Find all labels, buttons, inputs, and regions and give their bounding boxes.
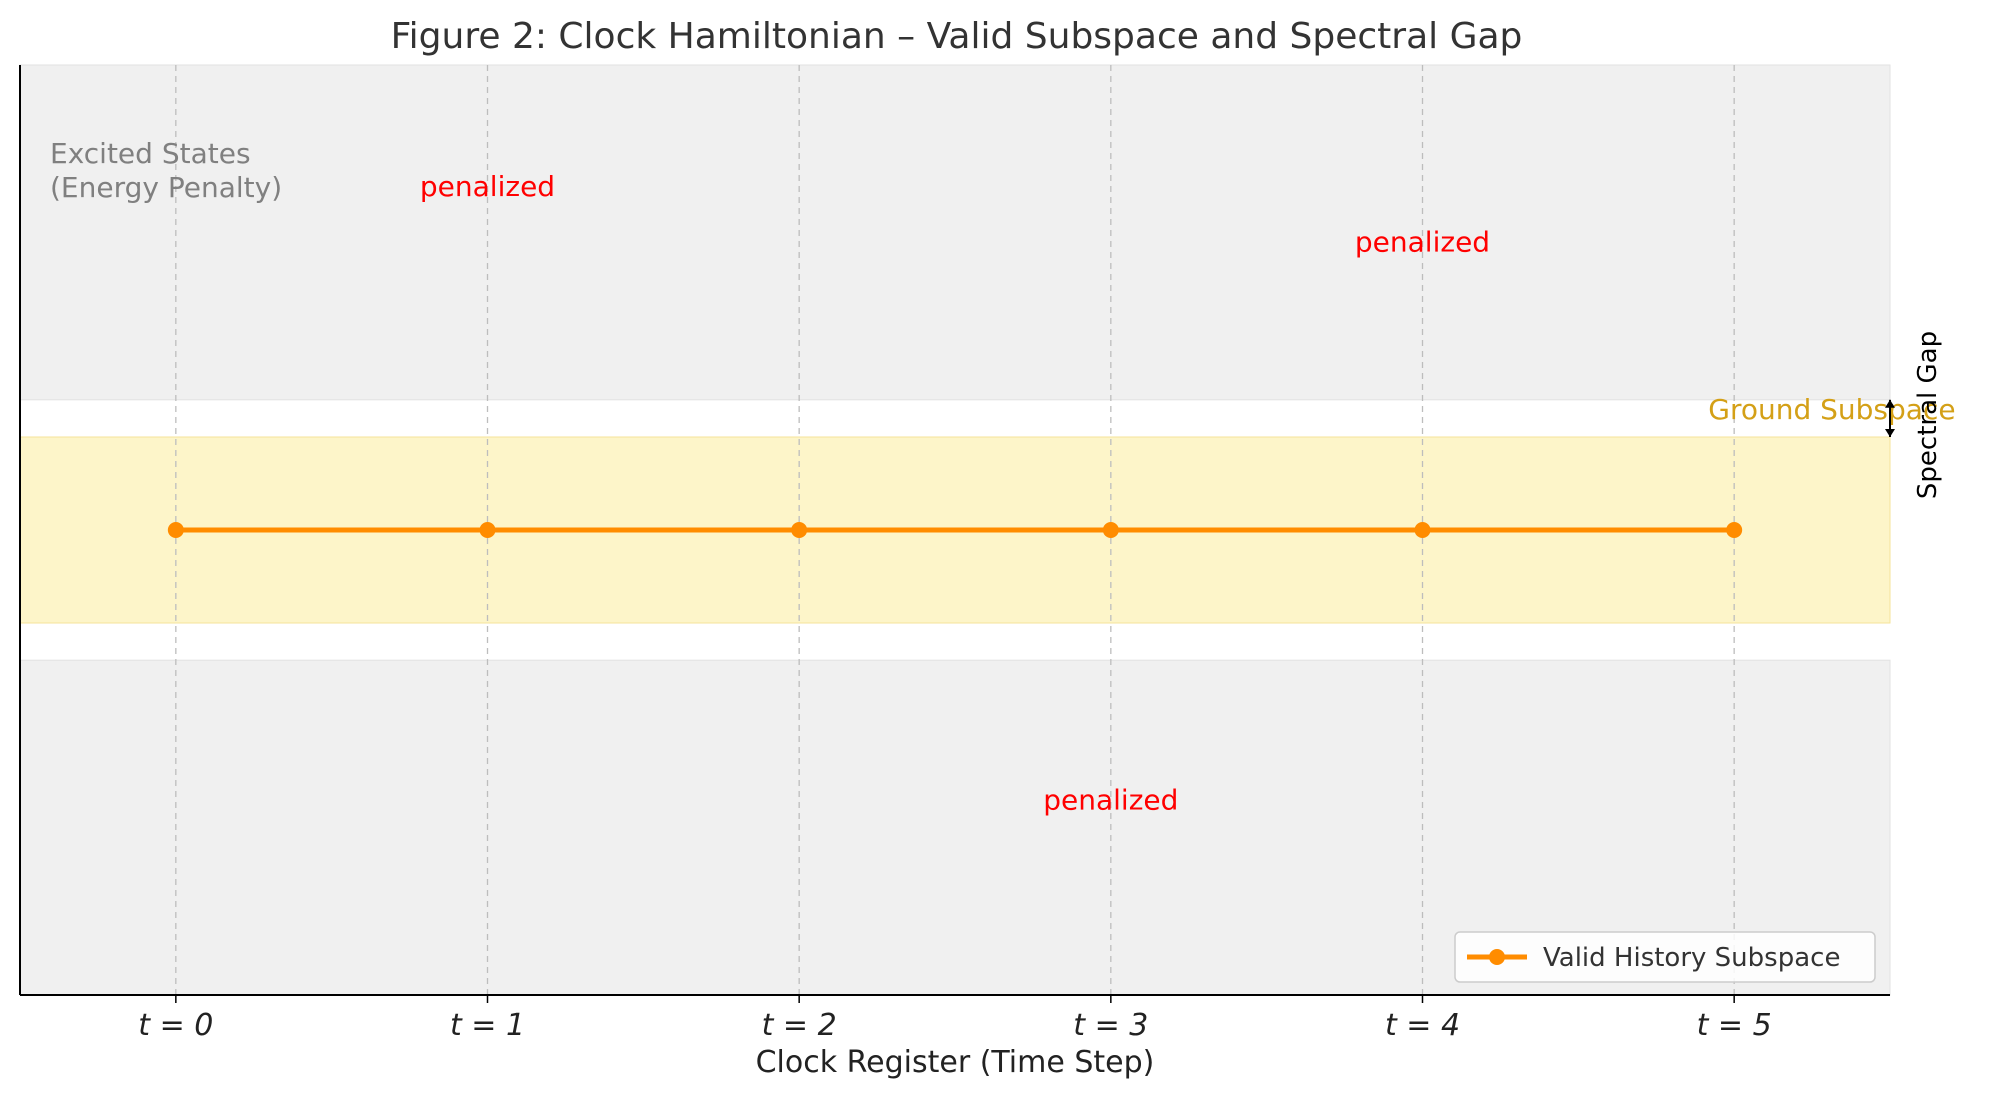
data-point-2	[791, 522, 808, 538]
spectral-gap-arrowhead-down	[1885, 429, 1895, 437]
data-point-0	[167, 522, 184, 538]
energy-penalty-label: (Energy Penalty)	[50, 171, 282, 204]
data-point-1	[479, 522, 496, 538]
penalized-label-1: penalized	[420, 170, 555, 203]
spectral-gap-arrowhead-up	[1885, 399, 1895, 408]
x-tick-label-3: t = 3	[1073, 1008, 1148, 1043]
x-tick-label-1: t = 1	[450, 1008, 525, 1043]
penalized-label-3: penalized	[1043, 784, 1178, 817]
penalized-label-2: penalized	[1355, 226, 1490, 259]
legend-box	[1454, 931, 1876, 983]
legend-label: Valid History Subspace	[1543, 943, 1840, 973]
band-excited-upper	[19, 64, 1891, 401]
x-tick-label-0: t = 0	[138, 1008, 213, 1043]
legend-marker-swatch	[1489, 949, 1505, 965]
chart-title: Figure 2: Clock Hamiltonian – Valid Subs…	[391, 16, 1523, 57]
data-point-5	[1726, 522, 1743, 538]
x-axis-title: Clock Register (Time Step)	[756, 1045, 1155, 1080]
excited-states-label: Excited States	[50, 137, 251, 170]
spectral-gap-label: Spectral Gap	[1913, 331, 1943, 499]
data-point-4	[1414, 522, 1431, 538]
data-point-3	[1102, 522, 1119, 538]
x-tick-label-5: t = 5	[1697, 1008, 1772, 1043]
x-tick-label-2: t = 2	[762, 1008, 837, 1043]
x-tick-label-4: t = 4	[1385, 1008, 1460, 1043]
ground-subspace-label: Ground Subspace	[1708, 393, 1955, 426]
